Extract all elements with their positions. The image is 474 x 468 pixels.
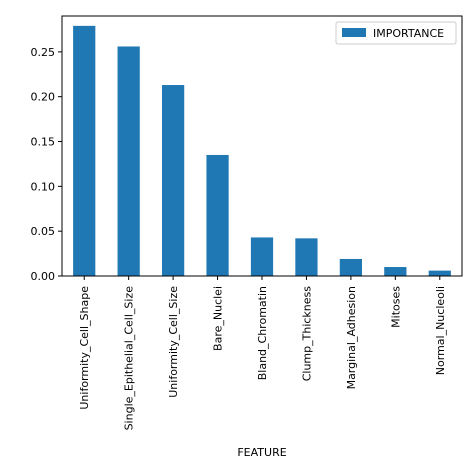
y-tick-label: 0.00 bbox=[31, 270, 56, 283]
y-tick-label: 0.05 bbox=[31, 225, 56, 238]
x-tick-label: Bare_Nuclei bbox=[212, 286, 225, 351]
y-tick-label: 0.25 bbox=[31, 46, 56, 59]
x-tick-label: Uniformity_Cell_Size bbox=[167, 286, 180, 398]
bar-single-epithelial-cell-size bbox=[117, 46, 140, 276]
x-axis: Uniformity_Cell_Shape Single_Epithelial_C… bbox=[78, 276, 447, 430]
bar-bland-chromatin bbox=[250, 237, 274, 276]
bar-bare-nuclei bbox=[206, 154, 229, 276]
y-tick-label: 0.15 bbox=[31, 136, 56, 149]
bar-uniformity-cell-size bbox=[162, 85, 185, 276]
x-tick-label: Normal_Nucleoli bbox=[434, 286, 447, 375]
bar-marginal-adhesion bbox=[339, 258, 362, 276]
x-tick-label: Clump_Thickness bbox=[300, 286, 313, 382]
bars-layer bbox=[73, 25, 451, 277]
legend-swatch bbox=[342, 28, 366, 37]
x-tick-label: Uniformity_Cell_Shape bbox=[78, 286, 91, 410]
bar-uniformity-cell-shape bbox=[73, 25, 96, 277]
bar-normal-nucleoli bbox=[428, 270, 451, 276]
x-tick-label: Bland_Chromatin bbox=[256, 286, 269, 380]
y-tick-label: 0.20 bbox=[31, 91, 56, 104]
y-axis: 0.00 0.05 0.10 0.15 0.20 0.25 bbox=[31, 46, 62, 283]
plot-frame bbox=[61, 15, 463, 277]
x-tick-label: Marginal_Adhesion bbox=[345, 286, 358, 389]
bar-mitoses bbox=[384, 267, 407, 276]
legend-box bbox=[335, 21, 457, 45]
legend-label: IMPORTANCE bbox=[373, 27, 444, 40]
bar-clump-thickness bbox=[295, 238, 318, 276]
x-tick-label: Mitoses bbox=[389, 286, 402, 328]
x-axis-title: FEATURE bbox=[237, 446, 286, 459]
x-tick-label: Single_Epithelial_Cell_Size bbox=[123, 286, 136, 431]
legend: IMPORTANCE bbox=[335, 21, 457, 45]
y-tick-label: 0.10 bbox=[31, 180, 56, 193]
